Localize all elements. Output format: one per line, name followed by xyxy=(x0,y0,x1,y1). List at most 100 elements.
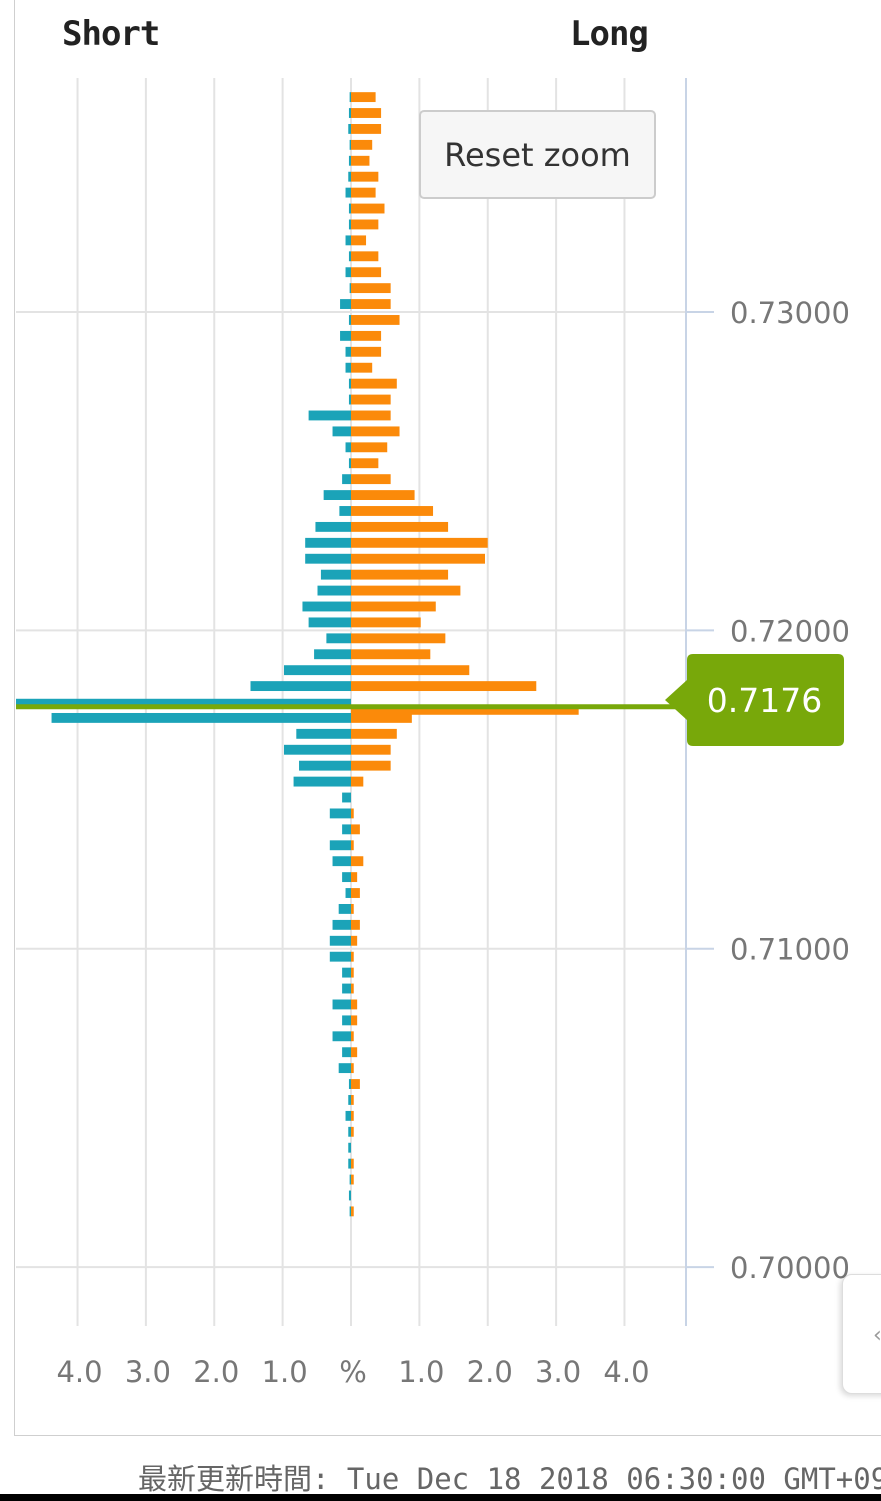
system-nav-bar xyxy=(0,1494,881,1501)
x-tick-label: 1.0 xyxy=(398,1355,444,1389)
short-bar xyxy=(16,698,351,707)
short-bar xyxy=(348,1079,351,1089)
short-bar xyxy=(329,840,351,851)
long-bar xyxy=(351,712,412,723)
short-bar xyxy=(329,808,351,819)
short-bar xyxy=(348,1158,351,1169)
short-bar xyxy=(348,219,351,230)
long-bar xyxy=(351,983,354,994)
long-bar xyxy=(351,951,354,962)
short-header: Short xyxy=(62,14,160,54)
long-bar xyxy=(351,1015,358,1026)
side-panel-handle[interactable]: ‹ xyxy=(842,1274,881,1394)
long-bar xyxy=(351,203,385,214)
current-price-tag: 0.7176 xyxy=(665,654,844,746)
last-updated-text: 最新更新時間: Tue Dec 18 2018 06:30:00 GMT+09 xyxy=(138,1462,881,1496)
order-book-chart[interactable]: 4.0 3.0 2.0 1.0% 1.0 2.0 3.0 4.0 0.70000 0.71000… xyxy=(0,0,881,1440)
short-bar xyxy=(320,569,351,580)
long-bar xyxy=(351,474,391,485)
long-bar xyxy=(351,506,434,516)
long-bar xyxy=(351,155,370,166)
long-bar xyxy=(351,1063,354,1074)
long-bar xyxy=(351,553,485,564)
long-bar xyxy=(351,1158,354,1169)
short-bar xyxy=(340,330,351,341)
long-bar xyxy=(351,171,379,182)
short-bar xyxy=(348,124,351,134)
short-bar xyxy=(305,537,351,548)
long-bar xyxy=(351,569,449,580)
x-tick-label: 3.0 xyxy=(125,1355,171,1389)
short-bar xyxy=(342,824,351,835)
long-bar xyxy=(351,267,382,278)
x-tick-label: 2.0 xyxy=(193,1355,239,1389)
long-bar xyxy=(351,888,360,898)
long-bar xyxy=(351,706,579,715)
short-bar xyxy=(339,506,351,516)
short-bar xyxy=(349,283,352,294)
long-bar xyxy=(351,904,354,914)
long-bar xyxy=(351,1047,358,1058)
short-bar xyxy=(345,187,351,198)
long-bar xyxy=(351,856,364,867)
short-bar xyxy=(348,1095,351,1105)
long-bar xyxy=(351,967,354,978)
long-bar xyxy=(351,728,397,739)
long-bar xyxy=(351,1079,360,1089)
x-tick-label: 1.0 xyxy=(262,1355,308,1389)
long-bar xyxy=(351,330,382,341)
current-price-label: 0.7176 xyxy=(706,680,823,720)
short-bar xyxy=(332,856,351,867)
y-tick-label: 0.73000 xyxy=(730,296,850,330)
current-price-tag-shape xyxy=(665,654,844,746)
short-bar xyxy=(348,108,351,118)
long-bar xyxy=(351,649,431,660)
short-bar xyxy=(296,728,351,739)
long-bar xyxy=(351,139,373,150)
short-bar xyxy=(348,171,351,182)
long-bar xyxy=(351,585,461,596)
short-bar xyxy=(332,426,351,437)
short-bar xyxy=(308,617,351,628)
short-bar xyxy=(342,792,351,803)
reset-zoom-button[interactable]: Reset zoom xyxy=(419,110,656,199)
long-bar xyxy=(351,426,400,437)
short-bar xyxy=(338,1063,351,1074)
short-bar xyxy=(342,474,351,485)
short-bar xyxy=(302,601,351,612)
short-bar xyxy=(342,1047,351,1058)
short-bar xyxy=(348,1126,351,1137)
long-bar xyxy=(351,235,367,246)
long-bar xyxy=(351,760,391,771)
long-header: Long xyxy=(570,14,649,54)
short-bar xyxy=(345,1110,351,1121)
short-bar xyxy=(299,760,351,771)
short-bar xyxy=(308,410,351,421)
short-bar xyxy=(314,649,351,660)
short-bar xyxy=(348,1190,351,1201)
long-bar xyxy=(351,776,364,787)
long-bar xyxy=(351,394,391,405)
short-bar xyxy=(345,888,351,898)
short-bar xyxy=(326,633,351,644)
x-tick-label: 2.0 xyxy=(467,1355,513,1389)
short-bar xyxy=(329,935,351,946)
long-bar xyxy=(351,362,373,373)
x-tick-label: 4.0 xyxy=(603,1355,649,1389)
short-bar xyxy=(349,1174,352,1185)
long-bar xyxy=(351,108,382,118)
long-bar xyxy=(351,999,358,1010)
long-bar xyxy=(351,935,358,946)
short-bar xyxy=(338,904,351,914)
short-bar xyxy=(250,681,351,692)
long-bar xyxy=(351,1095,354,1105)
short-bar xyxy=(348,458,351,469)
long-bar xyxy=(351,346,382,357)
short-bar xyxy=(348,203,351,214)
short-bar xyxy=(345,362,351,373)
bars xyxy=(16,92,690,1217)
short-bar xyxy=(348,251,351,262)
long-bar xyxy=(351,744,391,755)
y-tick-label: 0.72000 xyxy=(730,614,850,648)
short-bar xyxy=(284,744,351,755)
